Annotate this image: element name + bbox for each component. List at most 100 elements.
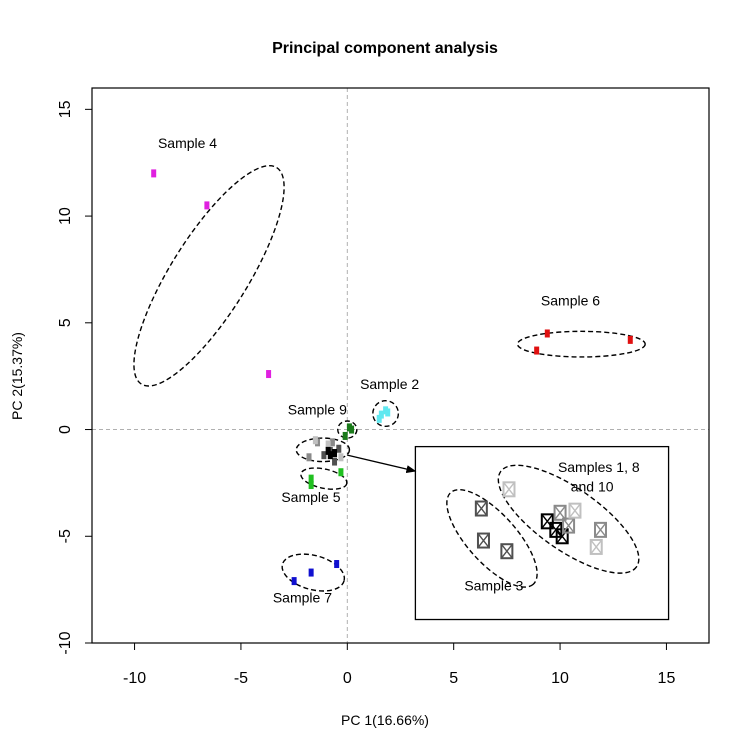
data-point xyxy=(376,414,382,423)
inset-marker-box xyxy=(500,543,514,560)
cluster-ellipse xyxy=(295,437,351,463)
inset-marker-cross xyxy=(502,481,516,497)
data-point xyxy=(204,201,210,210)
y-tick-label: 0 xyxy=(57,425,74,434)
cluster-ellipses xyxy=(133,164,646,592)
inset-marker-cross xyxy=(562,518,575,534)
inset-label-and-10: and 10 xyxy=(571,478,614,494)
cluster-ellipse xyxy=(372,400,400,428)
inset-ellipses xyxy=(446,464,640,588)
data-point xyxy=(338,468,344,477)
x-tick-label: 0 xyxy=(343,670,352,687)
inset-marker-cross xyxy=(500,543,513,559)
inset-marker-cross xyxy=(568,503,582,519)
x-axis-label: PC 1(16.66%) xyxy=(341,712,429,728)
data-point xyxy=(544,329,550,338)
y-tick-label: 10 xyxy=(57,207,74,225)
data-point xyxy=(308,568,314,577)
data-point xyxy=(308,481,314,490)
data-point xyxy=(385,408,391,417)
data-point xyxy=(338,453,344,462)
x-tick-label: -10 xyxy=(123,670,146,687)
sample-annotations: Sample 4 Sample 6 Sample 2 Sample 9 Sample 5… xyxy=(158,135,600,606)
y-tick-label: -10 xyxy=(57,631,74,654)
data-point xyxy=(342,431,348,440)
inset-cluster-ellipse xyxy=(446,488,538,588)
inset-marker xyxy=(502,481,516,498)
data-point xyxy=(327,451,333,460)
inset-marker xyxy=(593,521,607,538)
cluster-ellipse xyxy=(133,164,285,387)
data-point xyxy=(332,449,338,458)
x-tick-label: 5 xyxy=(449,670,458,687)
y-tick-label: 5 xyxy=(57,318,74,327)
inset-marker xyxy=(568,502,582,519)
data-point xyxy=(308,474,314,483)
data-point xyxy=(534,346,540,355)
inset-marker-cross xyxy=(541,513,554,529)
inset-marker-cross xyxy=(590,539,603,555)
inset-markers xyxy=(474,481,607,560)
data-point xyxy=(336,444,342,453)
inset-marker-box xyxy=(568,502,582,519)
sample-label: Sample 2 xyxy=(360,376,419,392)
inset-marker xyxy=(500,543,514,560)
inset-marker-cross xyxy=(475,501,488,516)
inset-marker-box xyxy=(589,538,603,555)
data-point xyxy=(312,436,318,445)
inset-marker-box xyxy=(502,481,516,498)
x-tick-label: 10 xyxy=(551,670,569,687)
inset-arrow xyxy=(347,454,417,473)
inset-marker-box xyxy=(593,521,607,538)
inset-marker-cross xyxy=(477,533,490,548)
cluster-ellipse xyxy=(337,420,358,439)
inset-marker-box xyxy=(476,532,490,549)
chart-title: Principal component analysis xyxy=(272,40,498,57)
inset-marker xyxy=(474,500,488,517)
data-point xyxy=(334,560,340,569)
sample-label: Sample 5 xyxy=(281,489,340,505)
inset-label-samples-1-8: Samples 1, 8 xyxy=(558,459,640,475)
inset-marker-cross xyxy=(594,522,607,538)
data-point xyxy=(378,410,384,419)
y-tick-label: -5 xyxy=(57,529,74,543)
cluster-ellipse xyxy=(516,330,646,358)
inset-marker-box xyxy=(474,500,488,517)
data-point xyxy=(329,438,335,447)
sample-label: Sample 6 xyxy=(541,293,600,309)
zoom-inset: Sample 3 Samples 1, 8 and 10 xyxy=(347,445,670,621)
data-points xyxy=(151,169,633,586)
sample-label: Sample 9 xyxy=(288,402,347,418)
x-tick-label: -5 xyxy=(234,670,248,687)
x-axis-ticks: -10 -5 0 5 10 15 xyxy=(123,643,675,687)
reference-lines xyxy=(92,88,709,643)
inset-marker-cross xyxy=(554,505,567,521)
x-tick-label: 15 xyxy=(658,670,676,687)
y-axis-label: PC 2(15.37%) xyxy=(9,332,25,420)
data-point xyxy=(332,457,338,466)
data-point xyxy=(266,370,272,379)
sample-label: Sample 7 xyxy=(273,589,332,605)
inset-marker-box xyxy=(553,504,567,521)
data-point xyxy=(321,451,327,460)
y-tick-label: 15 xyxy=(57,100,74,118)
data-point xyxy=(349,425,355,434)
cluster-ellipse xyxy=(300,467,348,490)
inset-marker xyxy=(589,538,603,555)
data-point xyxy=(306,453,312,462)
y-axis-ticks: -10 -5 0 5 10 15 xyxy=(57,100,92,655)
data-point xyxy=(291,577,297,586)
plot-frame xyxy=(91,87,710,644)
inset-cluster-ellipse xyxy=(497,464,640,574)
cluster-ellipse xyxy=(281,553,346,592)
sample-label: Sample 4 xyxy=(158,135,217,151)
data-point xyxy=(151,169,157,178)
inset-marker xyxy=(476,532,490,549)
inset-marker-box xyxy=(540,513,554,530)
data-point xyxy=(325,446,331,455)
inset-label-sample-3: Sample 3 xyxy=(464,578,523,594)
inset-marker xyxy=(553,504,567,521)
data-point xyxy=(627,335,633,344)
inset-box xyxy=(414,445,670,621)
